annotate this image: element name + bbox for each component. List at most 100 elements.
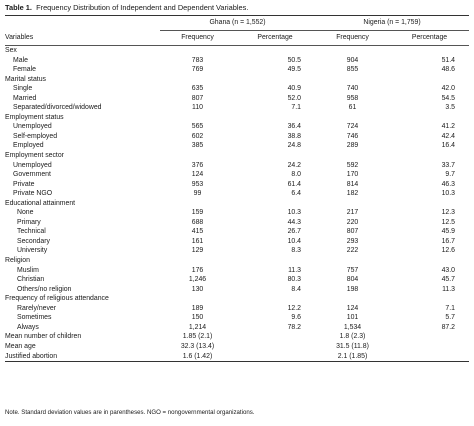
section-row: Employment status	[5, 113, 469, 123]
nigeria-percentage: 16.7	[441, 237, 456, 245]
nigeria-frequency: 217	[346, 209, 359, 217]
table-row: Others/no religion 130 8.4 198 11.3	[5, 285, 469, 295]
nigeria-frequency: 804	[346, 276, 359, 284]
table-row: Employed 385 24.8 289 16.4	[5, 141, 469, 151]
row-label: Always	[17, 323, 39, 331]
table-row: Mean age 32.3 (13.4) 31.5 (11.8)	[5, 342, 469, 352]
table-row: Primary 688 44.3 220 12.5	[5, 218, 469, 228]
ghana-percentage: 24.8	[287, 142, 301, 150]
row-label: Separated/divorced/widowed	[13, 104, 102, 112]
row-label: Private NGO	[13, 190, 53, 198]
empty-cell	[390, 151, 469, 161]
ghana-percentage: 11.3	[288, 266, 301, 274]
ghana-percentage: 61.4	[287, 180, 301, 188]
nigeria-mean-value: 2.1 (1.85)	[315, 351, 390, 363]
ghana-frequency: 129	[191, 247, 204, 255]
empty-cell	[315, 113, 390, 123]
ghana-frequency: 807	[191, 94, 204, 102]
empty-cell	[315, 151, 390, 161]
ghana-group-header: Ghana (n = 1,552)	[160, 15, 315, 31]
frequency-table: Ghana (n = 1,552) Nigeria (n = 1,759) Va…	[5, 15, 470, 363]
row-label: Others/no religion	[17, 285, 72, 293]
row-label: University	[17, 247, 48, 255]
ghana-percentage: 52.0	[287, 94, 301, 102]
ghana-percentage: 24.2	[287, 161, 301, 169]
ghana-frequency: 376	[191, 161, 204, 169]
ghana-frequency: 124	[191, 171, 204, 179]
table-row: Male 783 50.5 904 51.4	[5, 56, 469, 66]
row-label: Secondary	[17, 237, 50, 245]
nigeria-percentage: 9.7	[445, 171, 456, 179]
table-row: Private NGO 99 6.4 182 10.3	[5, 189, 469, 199]
nigeria-frequency: 101	[346, 314, 359, 322]
row-label: Rarely/never	[17, 304, 57, 312]
empty-cell	[160, 46, 235, 56]
table-row: None 159 10.3 217 12.3	[5, 208, 469, 218]
empty-cell	[390, 199, 469, 209]
nigeria-percentage: 48.6	[441, 66, 456, 74]
table-row: Unemployed 376 24.2 592 33.7	[5, 161, 469, 171]
nigeria-percentage: 51.4	[441, 56, 456, 64]
row-label: Unemployed	[13, 161, 52, 169]
nigeria-frequency: 182	[346, 190, 359, 198]
table-row: Mean number of children 1.85 (2.1) 1.8 (2.…	[5, 332, 469, 342]
ghana-frequency: 150	[191, 314, 204, 322]
group-header-row: Ghana (n = 1,552) Nigeria (n = 1,759)	[5, 15, 470, 31]
nigeria-frequency: 222	[346, 247, 359, 255]
section-row: Marital status	[5, 75, 469, 85]
table-note: Note. Standard deviation values are in p…	[5, 409, 255, 416]
nigeria-percentage: 11.3	[442, 285, 456, 293]
nigeria-percentage: 41.2	[441, 123, 456, 131]
row-label: Sometimes	[17, 314, 52, 322]
nigeria-percentage: 42.4	[441, 132, 456, 140]
empty-cell	[235, 46, 315, 56]
ghana-frequency: 161	[191, 237, 204, 245]
nigeria-frequency: 740	[346, 85, 359, 93]
row-label: Self-employed	[13, 132, 58, 140]
table-row: Married 807 52.0 958 54.5	[5, 94, 469, 104]
row-label: Muslim	[17, 266, 39, 274]
ghana-frequency: 110	[192, 104, 203, 112]
nigeria-percentage: 45.7	[441, 276, 456, 284]
table-caption-label: Table 1.	[5, 3, 32, 12]
nigeria-frequency: 289	[346, 142, 359, 150]
ghana-frequency: 385	[191, 142, 204, 150]
ghana-mean-value: 32.3 (13.4)	[180, 342, 215, 350]
empty-cell	[235, 199, 315, 209]
empty-cell	[390, 75, 469, 85]
nigeria-percentage-header: Percentage	[390, 30, 470, 46]
ghana-frequency: 1,214	[188, 323, 207, 331]
table-row: Female 769 49.5 855 48.6	[5, 65, 469, 75]
nigeria-frequency: 746	[346, 132, 359, 140]
empty-cell	[235, 342, 315, 352]
table-body: Sex Male 783 50.5 904 51.4 Female 769 49.5 855 48.…	[5, 46, 470, 363]
nigeria-frequency: 170	[346, 171, 359, 179]
nigeria-frequency: 807	[346, 228, 359, 236]
empty-cell	[235, 256, 315, 266]
ghana-percentage: 49.5	[287, 66, 301, 74]
variables-column-header: Variables	[5, 30, 160, 46]
table-caption-text: Frequency Distribution of Independent an…	[36, 3, 249, 12]
nigeria-percentage: 33.7	[441, 161, 456, 169]
ghana-frequency-header: Frequency	[160, 30, 235, 46]
ghana-percentage: 26.7	[287, 228, 301, 236]
table-row: Technical 415 26.7 807 45.9	[5, 227, 469, 237]
table-row: Unemployed 565 36.4 724 41.2	[5, 122, 469, 132]
empty-cell	[390, 256, 469, 266]
nigeria-frequency: 293	[346, 237, 359, 245]
empty-cell	[235, 351, 315, 363]
nigeria-percentage: 54.5	[441, 94, 456, 102]
nigeria-percentage: 12.3	[441, 209, 456, 217]
nigeria-percentage: 12.5	[441, 218, 456, 226]
nigeria-mean-value: 31.5 (11.8)	[336, 342, 369, 350]
ghana-mean-value: 1.85 (2.1)	[182, 333, 213, 341]
empty-cell	[390, 342, 469, 352]
nigeria-percentage: 46.3	[441, 180, 456, 188]
ghana-percentage: 8.3	[291, 247, 301, 255]
section-label: Employment status	[5, 113, 64, 121]
nigeria-mean-value: 1.8 (2.3)	[339, 333, 366, 341]
table-row: Justified abortion 1.6 (1.42) 2.1 (1.85)	[5, 351, 470, 363]
table-row: Christian 1,246 80.3 804 45.7	[5, 275, 469, 285]
section-label: Religion	[5, 257, 30, 265]
ghana-percentage: 8.0	[291, 171, 301, 179]
